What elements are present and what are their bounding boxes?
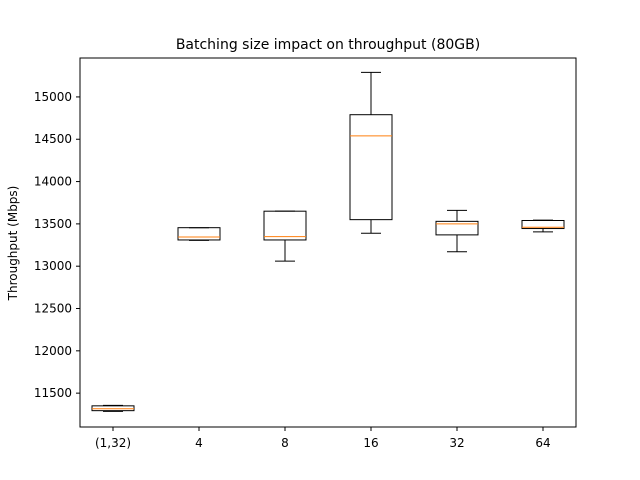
- y-tick-label: 13500: [34, 217, 72, 231]
- plot-frame: [79, 57, 577, 428]
- y-tick-label: 15000: [34, 90, 72, 104]
- box-group: [263, 210, 307, 262]
- x-tick-label: 64: [535, 436, 550, 450]
- y-tick-label: 14000: [34, 175, 72, 189]
- box-group: [435, 209, 479, 253]
- box-group: [91, 404, 135, 412]
- y-tick-label: 12500: [34, 302, 72, 316]
- x-tick-label: 32: [449, 436, 464, 450]
- box-iqr: [177, 227, 221, 241]
- box-group: [521, 219, 565, 233]
- box-iqr: [91, 405, 135, 412]
- y-axis-label: Throughput (Mbps): [6, 186, 20, 302]
- x-tick-label: 16: [363, 436, 378, 450]
- box-group: [349, 71, 393, 234]
- box-iqr: [349, 114, 393, 221]
- box-iqr: [521, 219, 565, 230]
- y-tick-label: 14500: [34, 132, 72, 146]
- x-tick-label: (1,32): [95, 436, 131, 450]
- y-tick-label: 12000: [34, 344, 72, 358]
- y-tick-label: 13000: [34, 259, 72, 273]
- y-tick-label: 11500: [34, 386, 72, 400]
- boxes-layer: [91, 71, 565, 412]
- box-iqr: [435, 220, 479, 236]
- x-tick-label: 8: [281, 436, 289, 450]
- y-axis-ticks: 11500 12000 12500 13000 13500 14000 14500 15000: [34, 90, 80, 400]
- box-iqr: [263, 210, 307, 241]
- box-group: [177, 227, 221, 241]
- x-axis-ticks: (1,32) 4 8 16 32 64: [95, 427, 551, 450]
- chart-title: Batching size impact on throughput (80GB…: [176, 37, 480, 53]
- x-tick-label: 4: [195, 436, 203, 450]
